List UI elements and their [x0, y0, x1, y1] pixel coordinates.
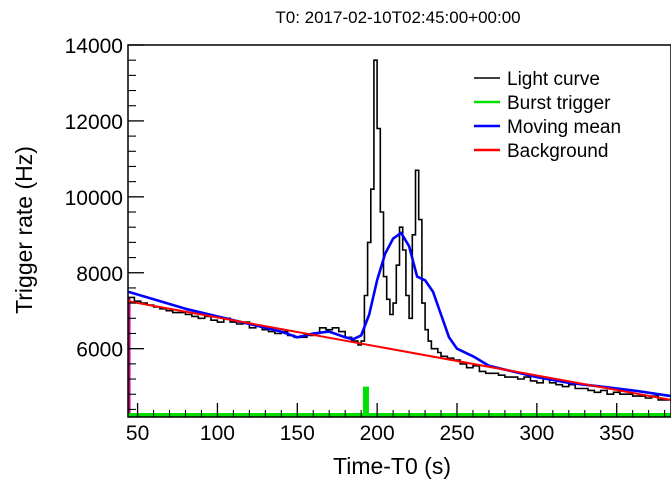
x-tick-label: 100	[200, 422, 235, 445]
series-layer	[128, 59, 671, 417]
legend-label: Light curve	[507, 69, 600, 90]
legend-label: Background	[507, 141, 608, 162]
axis-layer: 50 100 150 200 250 300 350 6000 8000 10000 12000 14…	[65, 35, 666, 445]
x-tick-label: 350	[599, 422, 634, 445]
x-tick-label: 50	[126, 422, 149, 445]
y-axis-label: Trigger rate (Hz)	[11, 146, 37, 314]
series-light-curve	[128, 59, 671, 401]
x-tick-label: 150	[280, 422, 315, 445]
chart-title: T0: 2017-02-10T02:45:00+00:00	[275, 8, 520, 27]
legend-label: Burst trigger	[507, 93, 611, 114]
legend-label: Moving mean	[507, 117, 621, 138]
x-tick-label: 250	[439, 422, 474, 445]
legend: Light curve Burst trigger Moving mean Backg…	[474, 69, 621, 162]
y-tick-label: 12000	[65, 111, 123, 134]
x-tick-label: 300	[519, 422, 554, 445]
series-background	[128, 300, 671, 401]
plot-frame	[127, 44, 671, 418]
x-axis-label: Time-T0 (s)	[333, 453, 451, 479]
y-tick-label: 8000	[76, 263, 123, 286]
y-tick-label: 14000	[65, 35, 123, 58]
y-tick-label: 10000	[65, 187, 123, 210]
x-tick-label: 200	[360, 422, 395, 445]
y-tick-label: 6000	[76, 339, 123, 362]
